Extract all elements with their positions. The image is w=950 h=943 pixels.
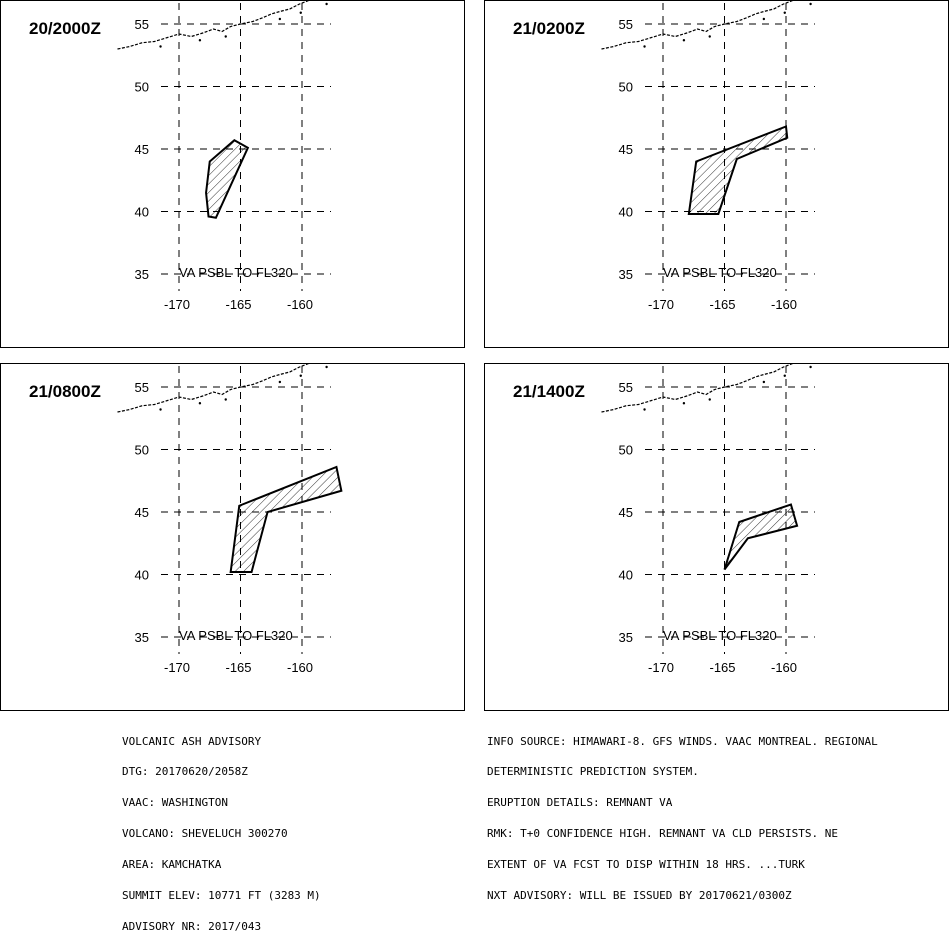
island <box>708 398 711 401</box>
coastline <box>601 1 794 50</box>
coastline <box>601 364 794 413</box>
island <box>278 17 282 21</box>
map-svg-1: 55 50 45 40 35 -170 -165 -160 VA PSBL TO FL320 <box>117 1 331 312</box>
advisory-line: DTG: 20170620/2058Z <box>122 765 248 779</box>
island <box>783 374 786 377</box>
map-svg-4: 55 50 45 40 35 -170 -165 -160 VA PSBL TO FL320 <box>601 364 815 675</box>
island <box>682 402 686 405</box>
forecast-time-label: 20/2000Z <box>29 19 101 38</box>
island <box>762 380 766 384</box>
island <box>708 35 711 38</box>
island <box>643 408 646 411</box>
island <box>198 402 202 405</box>
island <box>325 2 328 6</box>
island <box>682 39 686 42</box>
island <box>299 11 302 14</box>
advisory-line: VOLCANO: SHEVELUCH 300270 <box>122 827 288 841</box>
island <box>159 45 162 48</box>
lat-tick-label: 50 <box>619 443 633 458</box>
advisory-line: VOLCANIC ASH ADVISORY <box>122 734 262 748</box>
lat-tick-label: 55 <box>135 17 149 32</box>
island <box>783 11 786 14</box>
lon-tick-label: -165 <box>709 660 735 675</box>
advisory-line: NXT ADVISORY: WILL BE ISSUED BY 20170621… <box>487 889 792 903</box>
island <box>224 398 227 401</box>
island <box>809 2 812 6</box>
lat-tick-label: 45 <box>135 142 149 157</box>
lat-tick-label: 50 <box>135 80 149 95</box>
coastline <box>117 364 310 413</box>
lon-tick-label: -160 <box>287 660 313 675</box>
lon-tick-label: -170 <box>648 297 674 312</box>
lat-tick-label: 35 <box>135 267 149 282</box>
advisory-details-block: INFO SOURCE: HIMAWARI-8. GFS WINDS. VAAC… <box>487 716 878 912</box>
lon-tick-label: -160 <box>771 660 797 675</box>
lon-tick-label: -165 <box>225 297 251 312</box>
lat-tick-label: 55 <box>135 380 149 395</box>
advisory-line: ERUPTION DETAILS: REMNANT VA <box>487 796 673 810</box>
lat-tick-label: 45 <box>619 505 633 520</box>
coastline <box>117 1 310 50</box>
advisory-header-block: VOLCANIC ASH ADVISORY DTG: 20170620/2058… <box>122 716 321 943</box>
va-text: VA PSBL TO FL320 <box>663 628 777 643</box>
advisory-line: RMK: T+0 CONFIDENCE HIGH. REMNANT VA CLD… <box>487 827 838 841</box>
lon-tick-label: -160 <box>771 297 797 312</box>
map-svg-3: 55 50 45 40 35 -170 -165 -160 VA PSBL TO FL320 <box>117 364 343 675</box>
lon-tick-label: -165 <box>709 297 735 312</box>
advisory-line: ADVISORY NR: 2017/043 <box>122 919 262 933</box>
lat-tick-label: 45 <box>135 505 149 520</box>
map-panel-4: 55 50 45 40 35 -170 -165 -160 VA PSBL TO FL320 2… <box>484 363 949 711</box>
lon-tick-label: -160 <box>287 297 313 312</box>
lat-tick-label: 40 <box>619 205 633 220</box>
island <box>224 35 227 38</box>
island <box>325 365 328 369</box>
va-text: VA PSBL TO FL320 <box>179 628 293 643</box>
lat-tick-label: 35 <box>135 630 149 645</box>
forecast-time-label: 21/0200Z <box>513 19 585 38</box>
advisory-line: INFO SOURCE: HIMAWARI-8. GFS WINDS. VAAC… <box>487 734 878 748</box>
lat-tick-label: 40 <box>135 568 149 583</box>
lat-tick-label: 50 <box>135 443 149 458</box>
map-panel-3: 55 50 45 40 35 -170 -165 -160 VA PSBL TO FL320 2… <box>0 363 465 711</box>
lat-tick-label: 35 <box>619 630 633 645</box>
ash-cloud-polygon <box>723 503 799 571</box>
island <box>278 380 282 384</box>
lat-tick-label: 50 <box>619 80 633 95</box>
lat-tick-label: 55 <box>619 17 633 32</box>
forecast-time-label: 21/1400Z <box>513 382 585 401</box>
advisory-line: AREA: KAMCHATKA <box>122 858 222 872</box>
ash-cloud-polygon <box>229 465 343 573</box>
advisory-line: DETERMINISTIC PREDICTION SYSTEM. <box>487 765 699 779</box>
lon-tick-label: -170 <box>648 660 674 675</box>
lat-tick-label: 40 <box>619 568 633 583</box>
lat-tick-label: 55 <box>619 380 633 395</box>
ash-cloud-polygon <box>687 125 789 215</box>
map-panel-2: 55 50 45 40 35 -170 -165 -160 VA PSBL TO FL320 2… <box>484 0 949 348</box>
lat-tick-label: 35 <box>619 267 633 282</box>
island <box>198 39 202 42</box>
island <box>159 408 162 411</box>
island <box>299 374 302 377</box>
lat-tick-label: 40 <box>135 205 149 220</box>
lon-tick-label: -170 <box>164 297 190 312</box>
lat-tick-label: 45 <box>619 142 633 157</box>
forecast-time-label: 21/0800Z <box>29 382 101 401</box>
va-text: VA PSBL TO FL320 <box>179 265 293 280</box>
island <box>762 17 766 21</box>
lon-tick-label: -170 <box>164 660 190 675</box>
ash-cloud-polygon <box>205 139 250 219</box>
map-svg-2: 55 50 45 40 35 -170 -165 -160 VA PSBL TO FL320 <box>601 1 815 312</box>
lon-tick-label: -165 <box>225 660 251 675</box>
map-panel-1: 55 50 45 40 35 -170 -165 -160 VA PSBL TO FL320 2… <box>0 0 465 348</box>
va-text: VA PSBL TO FL320 <box>663 265 777 280</box>
advisory-line: SUMMIT ELEV: 10771 FT (3283 M) <box>122 889 321 903</box>
island <box>809 365 812 369</box>
island <box>643 45 646 48</box>
advisory-line: VAAC: WASHINGTON <box>122 796 228 810</box>
advisory-line: EXTENT OF VA FCST TO DISP WITHIN 18 HRS.… <box>487 858 805 872</box>
